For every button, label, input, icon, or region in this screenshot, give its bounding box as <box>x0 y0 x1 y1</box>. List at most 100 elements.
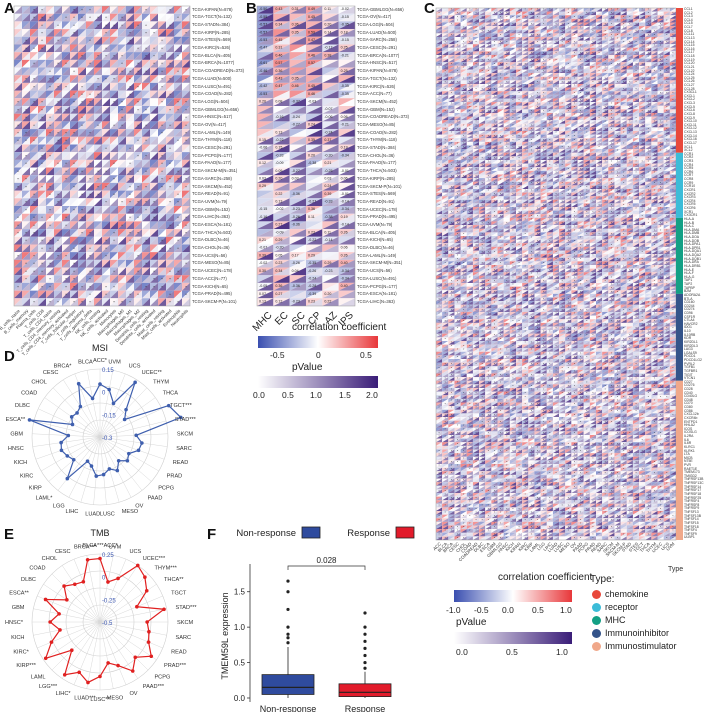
cell-a-corr <box>78 159 86 168</box>
cell-a-pvalue <box>62 298 70 306</box>
cell-a-sig: * <box>49 277 51 282</box>
cell-a-corr <box>14 198 22 206</box>
cell-a-pvalue <box>86 144 94 153</box>
cell-a-sig: * <box>33 254 35 259</box>
cell-a-pvalue <box>134 13 142 22</box>
cell-b-value: 0.11 <box>324 230 331 234</box>
cell-a-corr <box>54 290 62 299</box>
cell-a-sig: * <box>161 238 163 243</box>
cell-a-pvalue <box>110 229 118 237</box>
cell-a-corr <box>102 182 110 191</box>
cell-b-value: -0.16 <box>259 215 267 219</box>
cell-a-sig: * <box>41 161 43 166</box>
cell-b-value: -0.15 <box>341 15 349 19</box>
heatmap-b-row-label: TCGA-PRAD(N=495) <box>357 215 397 219</box>
cell-a-pvalue <box>118 59 126 68</box>
cell-b-pvalue <box>273 282 290 291</box>
cell-a-pvalue <box>150 213 158 222</box>
cell-b-value: -0.24 <box>324 130 332 134</box>
cell-a-pvalue <box>62 190 70 199</box>
cell-a-pvalue <box>166 29 174 37</box>
cell-a-pvalue <box>14 113 22 122</box>
cell-a-sig: * <box>89 130 91 135</box>
cell-a-pvalue <box>62 252 70 260</box>
cell-a-sig: * <box>81 123 83 128</box>
cell-a-pvalue <box>86 190 94 199</box>
cell-a-pvalue <box>110 52 118 60</box>
cell-a-corr <box>14 144 22 153</box>
cell-b-value: 0.24 <box>308 123 315 127</box>
cell-a-pvalue <box>102 106 110 114</box>
cell-a-pvalue <box>102 182 110 191</box>
cell-c-sig: * <box>537 8 539 12</box>
cell-c-pvalue <box>528 8 535 12</box>
heatmap-a-row-label: TCGA-ACC(N=77) <box>192 276 227 281</box>
cell-a-corr <box>150 290 158 299</box>
cell-b-corr <box>322 290 339 299</box>
cell-a-corr <box>174 229 182 237</box>
cell-b-value: 0.29 <box>324 261 331 265</box>
cell-b-pvalue <box>322 52 339 60</box>
cell-a-corr <box>158 159 166 168</box>
cell-a-pvalue <box>22 44 30 53</box>
cell-a-sig: * <box>145 69 147 74</box>
cell-a-pvalue <box>38 82 46 91</box>
cell-a-pvalue <box>150 136 158 145</box>
cell-a-sig: * <box>73 300 75 305</box>
cell-b-value: 0.39 <box>324 192 331 196</box>
cell-a-sig: * <box>81 207 83 212</box>
cell-a-corr <box>46 198 54 206</box>
heatmap-a-row-label: TCGA-UCEC(N=178) <box>192 268 232 273</box>
cell-b-corr <box>289 298 306 306</box>
heatmap-b-row-label: TCGA-PCPG(N=177) <box>357 284 397 289</box>
cell-a-sig: * <box>169 177 171 182</box>
cell-a-corr <box>126 159 134 168</box>
cell-a-pvalue <box>110 267 118 276</box>
cell-a-pvalue <box>86 21 94 30</box>
cell-a-sig: * <box>33 7 35 12</box>
cell-a-pvalue <box>158 275 166 283</box>
cell-b-value: -0.07 <box>324 107 332 111</box>
cell-b-pvalue <box>306 259 323 268</box>
cell-a-pvalue <box>102 190 110 199</box>
cell-a-pvalue <box>78 244 86 253</box>
cell-a-pvalue <box>118 167 126 176</box>
cell-a-pvalue <box>54 75 62 83</box>
cell-a-pvalue <box>110 198 118 206</box>
cell-a-sig: * <box>161 169 163 174</box>
cell-a-corr <box>150 206 158 214</box>
cell-b-pvalue <box>338 67 355 76</box>
cell-a-pvalue <box>118 213 126 222</box>
cell-b-value: -0.35 <box>341 92 349 96</box>
cell-a-pvalue <box>102 13 110 22</box>
cell-a-sig: * <box>97 123 99 128</box>
cell-a-corr <box>102 159 110 168</box>
cell-a-pvalue <box>174 29 182 37</box>
cell-a-corr <box>166 229 174 237</box>
cell-a-pvalue <box>158 52 166 60</box>
cell-a-corr <box>110 275 118 283</box>
cell-a-pvalue <box>14 175 22 183</box>
cell-a-pvalue <box>102 52 110 60</box>
heatmap-b-row-label: TCGA-LUSC(N=491) <box>357 276 396 281</box>
cell-a-corr <box>30 144 38 153</box>
cell-a-pvalue <box>78 90 86 99</box>
cell-a-pvalue <box>30 275 38 283</box>
cell-a-pvalue <box>46 75 54 83</box>
cell-a-pvalue <box>174 206 182 214</box>
cell-a-pvalue <box>86 36 94 45</box>
cell-a-sig: * <box>49 300 51 305</box>
cell-b-value: 0.36 <box>308 207 315 211</box>
cell-b-value: -0.01 <box>341 169 349 173</box>
cell-a-pvalue <box>118 29 126 37</box>
cell-b-pvalue <box>257 75 274 83</box>
cell-b-corr <box>338 244 355 253</box>
cell-b-value: -0.35 <box>341 23 349 27</box>
cell-a-corr <box>38 198 46 206</box>
cell-a-pvalue <box>38 267 46 276</box>
cell-a-pvalue <box>134 152 142 160</box>
cell-b-pvalue <box>306 282 323 291</box>
cell-a-pvalue <box>62 106 70 114</box>
cell-b-corr <box>257 252 274 260</box>
cell-a-pvalue <box>158 198 166 206</box>
